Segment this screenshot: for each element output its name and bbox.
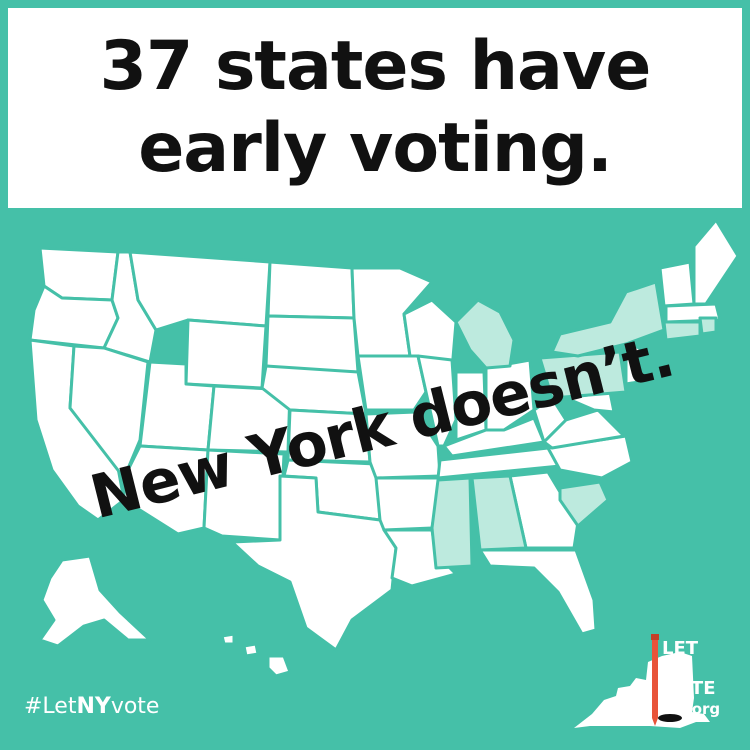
- logo-line-1: LET: [662, 638, 699, 659]
- state-hawaii: [220, 632, 292, 678]
- state-texas: [230, 474, 398, 652]
- headline-line-2: early voting.: [138, 109, 613, 188]
- hashtag-suffix: vote: [110, 694, 160, 719]
- new-york-state-icon: [574, 652, 710, 728]
- state-florida: [478, 548, 598, 636]
- state-vermont-nh: [658, 260, 696, 308]
- state-north-dakota: [266, 260, 356, 320]
- state-virginia: [542, 408, 626, 450]
- state-kentucky: [442, 416, 546, 458]
- state-south-carolina: [558, 480, 610, 528]
- state-arkansas: [374, 476, 442, 532]
- state-maine: [692, 218, 740, 306]
- logo-line-3: VOTE: [662, 678, 716, 699]
- state-connecticut: [662, 320, 702, 342]
- hashtag-bold: NY: [76, 694, 111, 719]
- headline-line-1: 37 states have: [99, 27, 652, 106]
- headline-box: 37 states have early voting.: [8, 8, 742, 208]
- state-south-dakota: [264, 314, 360, 374]
- state-wyoming: [184, 318, 268, 390]
- usa-map-icon: [28, 218, 740, 678]
- logo-line-2: NY: [662, 658, 691, 679]
- state-michigan: [454, 298, 516, 370]
- state-new-mexico: [202, 448, 286, 542]
- hashtag: #LetNYvote: [24, 694, 159, 719]
- state-alaska: [38, 554, 152, 648]
- state-pennsylvania: [538, 350, 628, 400]
- state-montana: [128, 250, 272, 332]
- state-new-jersey: [624, 342, 642, 386]
- state-ohio: [484, 358, 536, 432]
- state-rhode-island: [698, 316, 718, 336]
- state-mississippi: [430, 476, 474, 570]
- state-iowa: [356, 354, 428, 412]
- state-alabama: [470, 474, 528, 552]
- letnyvote-logo[interactable]: LET NY VOTE .org: [570, 630, 730, 735]
- pen-icon: [651, 634, 659, 726]
- logo-line-4: .org: [686, 700, 720, 718]
- hashtag-prefix: #Let: [24, 694, 77, 719]
